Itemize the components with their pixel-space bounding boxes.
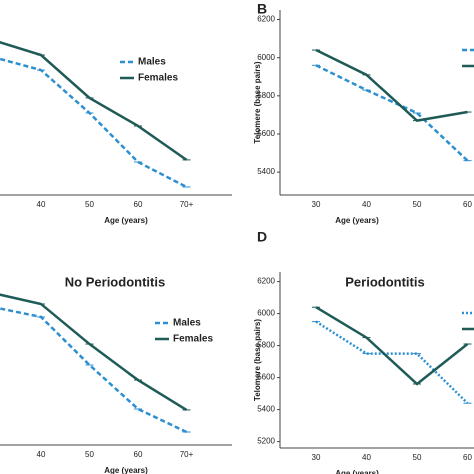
x-tick-label: 60 — [134, 450, 143, 459]
chart-title: No Periodontitis — [65, 274, 165, 289]
y-tick-label: 6000 — [257, 309, 275, 318]
y-tick-label: 5800 — [257, 91, 275, 100]
y-tick-label: 5600 — [257, 129, 275, 138]
panel-label: D — [257, 229, 267, 245]
y-tick-label: 5600 — [257, 373, 275, 382]
y-tick-label: 5800 — [257, 341, 275, 350]
x-tick-label: 40 — [37, 200, 46, 209]
series-line — [0, 307, 188, 434]
x-tick-label: 60 — [463, 200, 472, 209]
x-tick-label: 50 — [85, 200, 94, 209]
x-tick-label: 60 — [463, 453, 472, 462]
x-axis-label: Age (years) — [335, 216, 379, 225]
series-line — [315, 64, 469, 162]
x-axis-label: Age (years) — [104, 216, 148, 225]
legend-label: Males — [173, 318, 201, 329]
x-tick-label: 60 — [134, 200, 143, 209]
legend-label: Females — [173, 334, 213, 345]
x-tick-label: 40 — [37, 450, 46, 459]
series-line — [315, 320, 469, 405]
x-tick-label: 30 — [312, 453, 321, 462]
series-line — [315, 306, 469, 386]
y-tick-label: 5400 — [257, 167, 275, 176]
y-axis-label: Telomere (base pairs) — [253, 319, 262, 401]
x-tick-label: 40 — [362, 453, 371, 462]
x-tick-label: 30 — [312, 200, 321, 209]
x-axis-label: Age (years) — [335, 469, 379, 474]
chart-title: Periodontitis — [345, 274, 424, 289]
panel-label: B — [257, 1, 267, 17]
y-tick-label: 5400 — [257, 405, 275, 414]
x-tick-label: 50 — [413, 453, 422, 462]
x-tick-label: 50 — [413, 200, 422, 209]
y-tick-label: 6200 — [257, 15, 275, 24]
y-tick-label: 6000 — [257, 53, 275, 62]
series-line — [315, 48, 468, 122]
series-line — [0, 293, 188, 411]
y-tick-label: 6200 — [257, 277, 275, 286]
x-tick-label: 70+ — [180, 200, 194, 209]
x-axis-label: Age (years) — [104, 466, 148, 474]
legend-label: Males — [138, 57, 166, 68]
x-tick-label: 50 — [85, 450, 94, 459]
x-tick-label: 70+ — [180, 450, 194, 459]
y-tick-label: 5200 — [257, 437, 275, 446]
y-axis-label: Telomere (base pairs) — [253, 61, 262, 143]
x-tick-label: 40 — [362, 200, 371, 209]
legend-label: Females — [138, 73, 178, 84]
